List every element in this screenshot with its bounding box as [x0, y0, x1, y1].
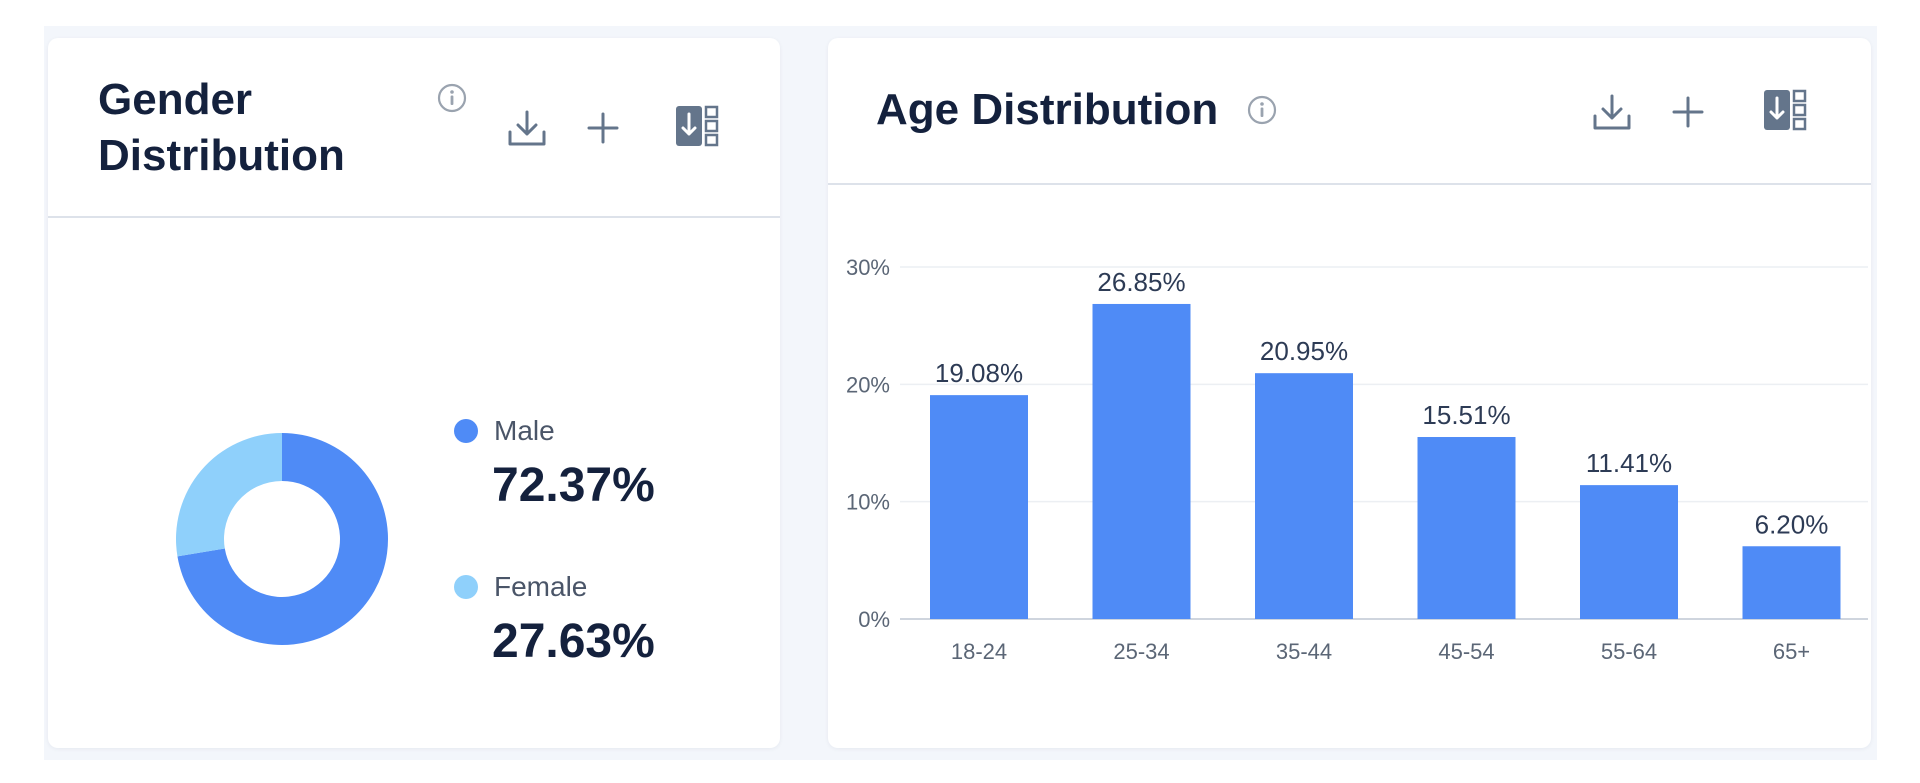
x-tick-label: 65+ — [1773, 639, 1810, 664]
excel-export-icon[interactable] — [1761, 86, 1809, 134]
bar-data-label: 19.08% — [935, 358, 1023, 388]
age-bar-chart: 0% 10% 20% 30% 19.08% 18-24 26.85% 25-34 20.95% 3… — [846, 255, 1868, 664]
legend-label-female: Female — [494, 571, 588, 602]
legend-value-male: 72.37% — [492, 459, 655, 512]
bar-45-54 — [1417, 437, 1516, 619]
bar-65+ — [1742, 546, 1841, 619]
card-header: Gender Distribution — [48, 38, 780, 218]
y-tick-label: 30% — [846, 255, 890, 280]
bar-data-label: 6.20% — [1755, 509, 1829, 539]
donut-slice-male — [177, 433, 388, 645]
bar-18-24 — [930, 395, 1028, 619]
legend-dot-female — [454, 575, 478, 599]
bar-data-label: 15.51% — [1422, 400, 1510, 430]
bar-25-34 — [1092, 303, 1191, 619]
plus-icon[interactable] — [1664, 88, 1712, 136]
y-tick-label: 10% — [846, 490, 890, 515]
bar-55-64 — [1580, 485, 1678, 619]
bar-data-label: 26.85% — [1097, 267, 1185, 297]
download-icon[interactable] — [503, 104, 551, 152]
y-tick-label: 0% — [858, 607, 890, 632]
bar-data-label: 20.95% — [1260, 336, 1348, 366]
card-header: Age Distribution — [828, 38, 1871, 185]
x-tick-label: 55-64 — [1601, 639, 1657, 664]
age-distribution-card: Age Distribution 0% 10% 20% 30% 19.08% 18-24 2… — [828, 38, 1871, 748]
download-icon[interactable] — [1588, 88, 1636, 136]
gender-donut-chart — [176, 433, 388, 645]
legend-value-female: 27.63% — [492, 615, 655, 668]
legend-dot-male — [454, 419, 478, 443]
donut-slice-female — [176, 433, 282, 557]
card-title: Age Distribution — [876, 85, 1219, 134]
x-tick-label: 18-24 — [951, 639, 1007, 664]
x-tick-label: 45-54 — [1438, 639, 1494, 664]
plus-icon[interactable] — [579, 104, 627, 152]
gender-distribution-card: Gender Distribution Male 72.37% Female 2… — [48, 38, 780, 748]
x-tick-label: 25-34 — [1113, 639, 1169, 664]
excel-export-icon[interactable] — [673, 102, 721, 150]
x-tick-label: 35-44 — [1276, 639, 1332, 664]
y-tick-label: 20% — [846, 372, 890, 397]
info-icon[interactable] — [1246, 94, 1278, 126]
bar-data-label: 11.41% — [1586, 448, 1672, 478]
info-icon[interactable] — [436, 82, 468, 114]
bar-35-44 — [1255, 373, 1353, 619]
card-title: Gender Distribution — [98, 75, 345, 180]
legend-label-male: Male — [494, 415, 555, 446]
